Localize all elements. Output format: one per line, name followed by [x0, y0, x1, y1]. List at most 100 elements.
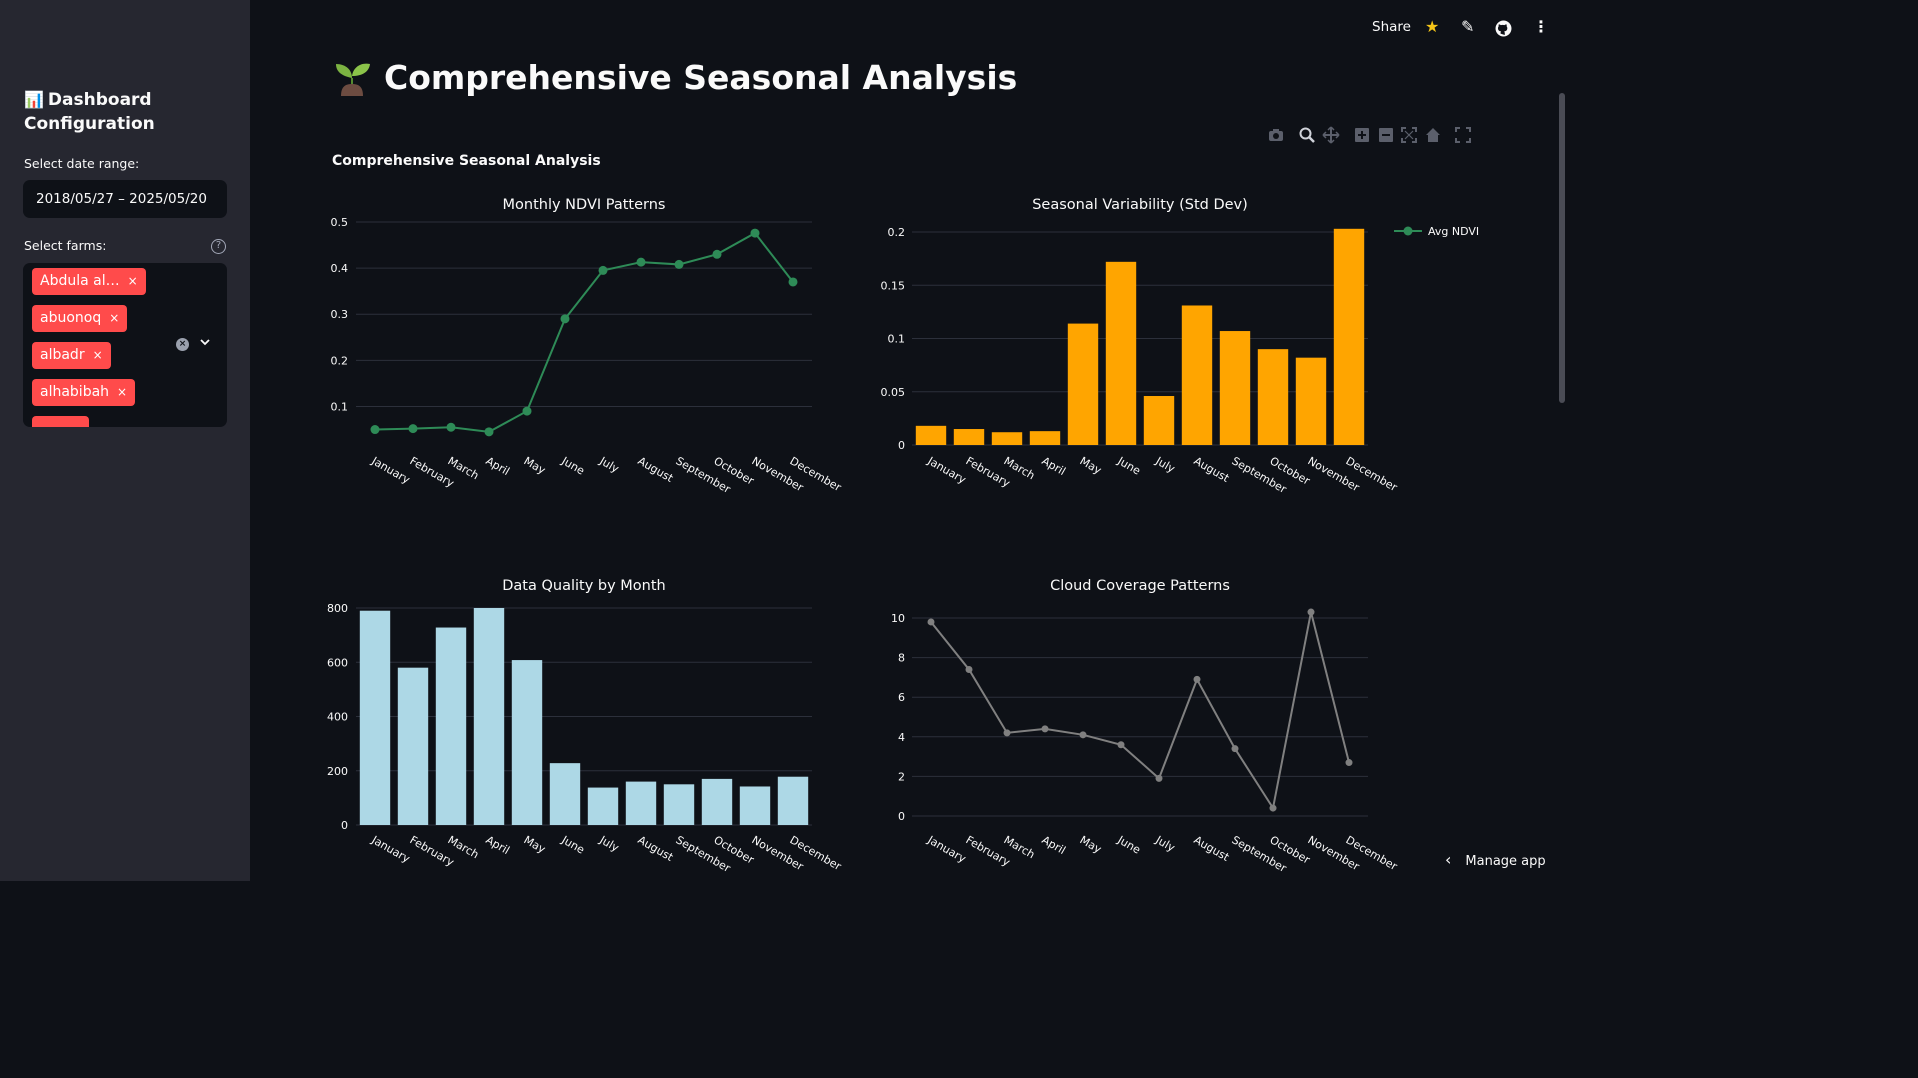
bar — [1029, 431, 1061, 445]
bar — [701, 778, 733, 825]
data-point — [636, 257, 646, 267]
bar — [549, 763, 581, 825]
x-tick-label: July — [597, 454, 622, 476]
camera-icon[interactable] — [1267, 126, 1285, 144]
bar — [777, 776, 809, 825]
bar — [359, 610, 391, 825]
bar — [915, 425, 947, 445]
sprout-icon — [332, 56, 372, 96]
y-tick-label: 8 — [898, 652, 905, 665]
y-tick-label: 2 — [898, 770, 905, 783]
close-icon[interactable]: × — [92, 348, 103, 362]
bar — [1143, 396, 1175, 445]
data-point — [370, 425, 380, 435]
x-tick-label: July — [597, 833, 622, 855]
bar — [435, 627, 467, 825]
close-icon[interactable]: × — [127, 274, 138, 288]
bar — [587, 787, 619, 825]
chevron-down-icon[interactable] — [199, 336, 211, 350]
sidebar-title: 📊 Dashboard Configuration — [24, 88, 234, 136]
data-point — [750, 228, 760, 238]
edit-icon[interactable]: ✎ — [1461, 17, 1475, 36]
data-point — [927, 618, 935, 626]
data-point — [674, 259, 684, 269]
y-tick-label: 800 — [327, 602, 348, 615]
zoom-in-icon[interactable] — [1353, 126, 1371, 144]
data-point — [965, 665, 973, 673]
clear-all-icon[interactable]: × — [176, 338, 189, 351]
data-point — [522, 406, 532, 416]
farm-chip[interactable]: Abdula al… × — [32, 268, 146, 295]
x-tick-label: May — [522, 833, 549, 856]
home-icon[interactable] — [1424, 126, 1442, 144]
y-tick-label: 0 — [898, 810, 905, 823]
y-tick-label: 0.5 — [331, 216, 349, 229]
chart-title: Cloud Coverage Patterns — [1050, 578, 1230, 594]
bar — [1219, 331, 1251, 445]
x-tick-label: January — [925, 454, 969, 487]
y-tick-label: 0.3 — [331, 308, 349, 321]
farm-chip[interactable]: abuonoq × — [32, 305, 128, 332]
y-tick-label: 0.1 — [331, 400, 349, 413]
bar — [1333, 228, 1365, 445]
farm-chip-label: albadr — [40, 347, 85, 363]
x-tick-label: August — [1192, 454, 1232, 485]
section-subheading: Comprehensive Seasonal Analysis — [332, 153, 601, 169]
y-tick-label: 6 — [898, 691, 905, 704]
bar — [511, 660, 543, 825]
y-tick-label: 0 — [341, 819, 348, 832]
star-icon[interactable]: ★ — [1425, 17, 1440, 36]
menu-icon[interactable]: ⋮ — [1533, 17, 1549, 36]
y-tick-label: 0.15 — [881, 279, 906, 292]
x-tick-label: July — [1153, 833, 1178, 855]
farm-chip-partial[interactable] — [32, 416, 89, 427]
farm-chip[interactable]: albadr × — [32, 342, 111, 369]
data-point — [446, 422, 456, 432]
y-tick-label: 0.2 — [331, 354, 349, 367]
manage-app-button[interactable]: ‹ Manage app — [1445, 850, 1546, 869]
y-tick-label: 10 — [891, 612, 905, 625]
data-point — [560, 314, 570, 324]
farm-chip-label: abuonoq — [40, 310, 102, 326]
bar — [1105, 261, 1137, 445]
pan-icon[interactable] — [1322, 126, 1340, 144]
scrollbar[interactable] — [1559, 93, 1565, 403]
chart-title: Data Quality by Month — [502, 578, 666, 594]
data-point — [1117, 741, 1125, 749]
date-range-input[interactable]: 2018/05/27 – 2025/05/20 — [23, 180, 227, 218]
data-point — [408, 424, 418, 434]
farm-chip-label: alhabibah — [40, 384, 110, 400]
data-point — [598, 265, 608, 275]
data-point — [1269, 804, 1277, 812]
bar — [739, 786, 771, 825]
data-point — [1345, 759, 1353, 767]
bar — [991, 432, 1023, 445]
bar — [625, 781, 657, 825]
share-button[interactable]: Share — [1372, 19, 1411, 35]
x-tick-label: June — [1115, 454, 1143, 478]
fullscreen-icon[interactable] — [1454, 126, 1472, 144]
github-icon[interactable] — [1495, 20, 1512, 41]
bar — [1257, 349, 1289, 445]
x-tick-label: January — [925, 833, 969, 866]
zoom-out-icon[interactable] — [1377, 126, 1395, 144]
y-tick-label: 0.2 — [888, 226, 906, 239]
sidebar: 📊 Dashboard Configuration Select date ran… — [0, 0, 250, 881]
farm-chip[interactable]: alhabibah × — [32, 379, 136, 406]
manage-app-label: Manage app — [1465, 854, 1546, 869]
x-tick-label: June — [559, 454, 587, 478]
x-tick-label: January — [369, 833, 413, 866]
x-tick-label: June — [559, 833, 587, 857]
close-icon[interactable]: × — [109, 311, 120, 325]
close-icon[interactable]: × — [117, 385, 128, 399]
zoom-icon[interactable] — [1298, 126, 1316, 144]
help-icon[interactable]: ? — [211, 239, 226, 254]
autoscale-icon[interactable] — [1400, 126, 1418, 144]
data-point — [1079, 731, 1087, 739]
series-line — [374, 231, 794, 433]
farms-multiselect[interactable]: Abdula al… × abuonoq × albadr × alhabibah × … — [23, 263, 227, 427]
legend-marker — [1403, 226, 1413, 236]
x-tick-label: April — [484, 833, 512, 857]
x-tick-label: August — [636, 454, 676, 485]
x-tick-label: August — [636, 833, 676, 864]
